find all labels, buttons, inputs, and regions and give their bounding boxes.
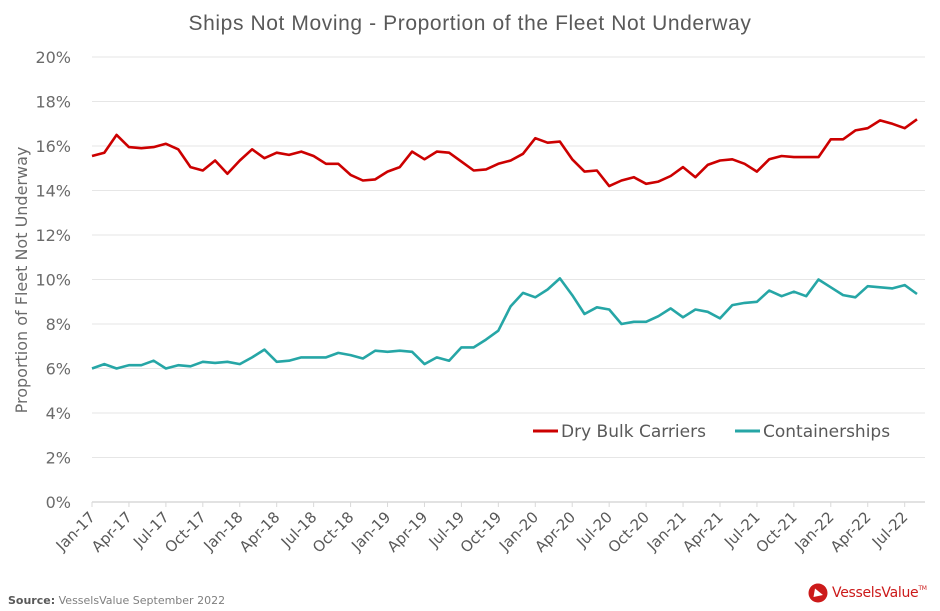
x-tick-label: Apr-20 [531, 508, 579, 556]
series-line-containerships [91, 277, 918, 370]
source-label: Source: [8, 594, 56, 607]
x-tick-label: Oct-20 [605, 508, 653, 556]
y-tick-label: 10% [35, 271, 71, 290]
y-tick-label: 2% [46, 449, 71, 468]
y-tick-label: 12% [35, 226, 71, 245]
x-tick-label: Oct-18 [309, 508, 357, 556]
legend-item-containerships: Containerships [735, 422, 890, 442]
legend-label-containerships: Containerships [763, 422, 890, 442]
x-tick-label: Jul-22 [868, 508, 912, 552]
x-tick-label: Apr-21 [679, 508, 727, 556]
vesselsvalue-logo: VesselsValueTM [808, 583, 927, 603]
legend-label-dry-bulk: Dry Bulk Carriers [561, 422, 706, 442]
legend: Dry Bulk Carriers Containerships [533, 422, 890, 442]
y-tick-label: 8% [46, 315, 71, 334]
chart-title: Ships Not Moving - Proportion of the Fle… [189, 12, 752, 35]
y-tick-label: 6% [46, 360, 71, 379]
y-tick-label: 4% [46, 404, 71, 423]
x-tick-label: Apr-22 [827, 508, 875, 556]
x-tick-label: Oct-17 [161, 508, 209, 556]
y-axis-ticks: 0% 2% 4% 6% 8% 10% 12% 14% 16% 18% 20% [35, 48, 71, 512]
y-tick-label: 16% [35, 137, 71, 156]
logo-text: VesselsValueTM [832, 585, 927, 601]
x-tick-label: Apr-17 [88, 508, 136, 556]
gridlines [92, 56, 925, 503]
series-line-dry-bulk [91, 118, 918, 188]
x-tick-label: Apr-18 [236, 508, 284, 556]
y-axis-label: Proportion of Fleet Not Underway [12, 147, 31, 414]
source-note: Source: VesselsValue September 2022 [8, 594, 225, 607]
x-tick-label: Oct-21 [752, 508, 800, 556]
y-tick-label: 20% [35, 48, 71, 67]
y-tick-label: 0% [46, 493, 71, 512]
legend-item-dry-bulk: Dry Bulk Carriers [533, 422, 706, 442]
y-tick-label: 14% [35, 182, 71, 201]
x-axis-ticks: Jan-17Apr-17Jul-17Oct-17Jan-18Apr-18Jul-… [52, 508, 912, 556]
x-axis [91, 502, 906, 507]
source-text: VesselsValue September 2022 [58, 594, 226, 607]
x-tick-label: Oct-19 [457, 508, 505, 556]
x-tick-label: Apr-19 [384, 508, 432, 556]
logo-play-icon [808, 583, 828, 603]
series-lines [91, 118, 918, 370]
y-tick-label: 18% [35, 93, 71, 112]
